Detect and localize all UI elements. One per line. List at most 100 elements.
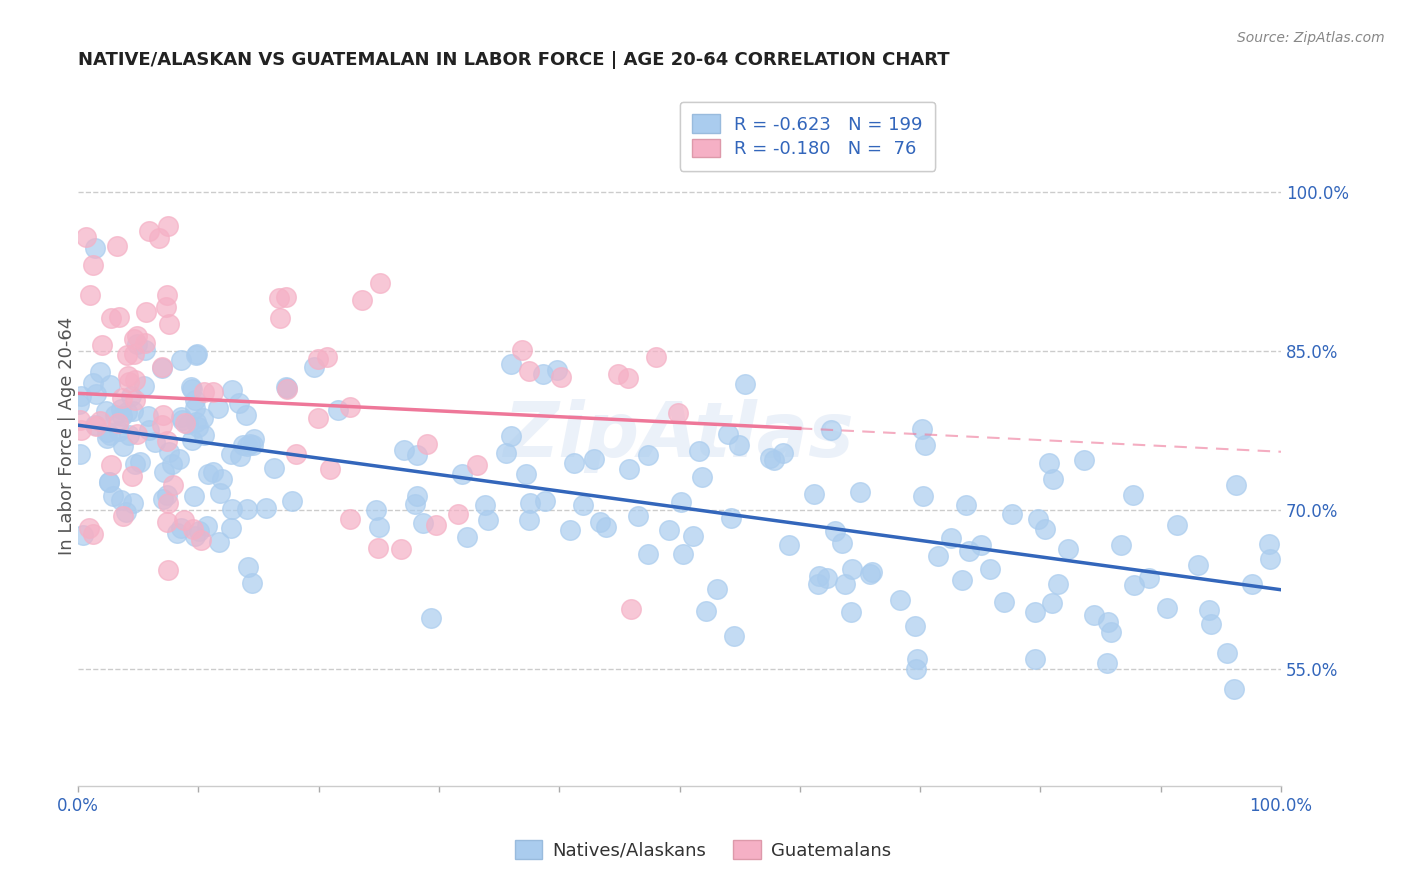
- Point: [77, 521, 100, 535]
- Point: [416, 436, 439, 450]
- Point: [166, 525, 188, 540]
- Point: [1001, 507, 1024, 521]
- Point: [124, 457, 146, 471]
- Point: [125, 426, 148, 441]
- Point: [176, 417, 198, 432]
- Point: [75, 229, 97, 244]
- Point: [134, 379, 156, 393]
- Point: [229, 450, 252, 464]
- Point: [156, 564, 179, 578]
- Point: [82, 526, 104, 541]
- Point: [447, 508, 470, 522]
- Point: [97, 475, 120, 490]
- Point: [911, 422, 934, 436]
- Point: [115, 405, 138, 419]
- Point: [1122, 578, 1144, 592]
- Point: [94, 404, 117, 418]
- Point: [950, 573, 973, 587]
- Point: [152, 409, 174, 423]
- Point: [682, 529, 704, 543]
- Point: [84, 417, 107, 432]
- Point: [98, 378, 121, 392]
- Point: [138, 224, 160, 238]
- Point: [117, 369, 139, 384]
- Point: [477, 513, 499, 527]
- Point: [912, 489, 935, 503]
- Point: [188, 524, 211, 539]
- Point: [232, 438, 254, 452]
- Point: [1024, 606, 1046, 620]
- Point: [91, 338, 114, 352]
- Point: [124, 373, 146, 387]
- Point: [420, 611, 443, 625]
- Point: [495, 446, 517, 460]
- Point: [162, 457, 184, 471]
- Point: [240, 576, 263, 591]
- Point: [778, 538, 800, 552]
- Point: [1187, 558, 1209, 572]
- Point: [695, 604, 717, 618]
- Point: [456, 530, 478, 544]
- Point: [135, 305, 157, 319]
- Point: [162, 477, 184, 491]
- Point: [82, 376, 104, 391]
- Point: [572, 499, 595, 513]
- Point: [637, 448, 659, 462]
- Point: [221, 521, 243, 535]
- Point: [110, 391, 132, 405]
- Point: [156, 288, 179, 302]
- Point: [156, 434, 179, 448]
- Point: [150, 360, 173, 375]
- Point: [367, 541, 389, 555]
- Point: [316, 350, 339, 364]
- Point: [564, 456, 586, 470]
- Point: [195, 518, 218, 533]
- Point: [118, 428, 141, 442]
- Point: [181, 522, 204, 536]
- Point: [125, 337, 148, 351]
- Point: [124, 392, 146, 407]
- Point: [905, 662, 928, 676]
- Point: [186, 347, 208, 361]
- Point: [276, 290, 298, 304]
- Point: [170, 409, 193, 424]
- Point: [607, 367, 630, 381]
- Point: [803, 487, 825, 501]
- Point: [1223, 681, 1246, 696]
- Point: [89, 414, 111, 428]
- Point: [96, 425, 118, 440]
- Point: [269, 311, 291, 326]
- Point: [515, 467, 537, 481]
- Point: [517, 513, 540, 527]
- Point: [180, 379, 202, 393]
- Point: [1215, 646, 1237, 660]
- Point: [276, 381, 298, 395]
- Point: [501, 357, 523, 371]
- Point: [193, 428, 215, 442]
- Point: [173, 513, 195, 527]
- Point: [499, 428, 522, 442]
- Text: ZipAtlas: ZipAtlas: [505, 399, 855, 473]
- Point: [280, 494, 302, 508]
- Point: [583, 451, 606, 466]
- Point: [263, 461, 285, 475]
- Point: [201, 465, 224, 479]
- Point: [285, 446, 308, 460]
- Point: [84, 241, 107, 255]
- Point: [254, 501, 277, 516]
- Point: [550, 370, 572, 384]
- Point: [1097, 615, 1119, 629]
- Point: [108, 310, 131, 324]
- Point: [115, 348, 138, 362]
- Point: [134, 343, 156, 358]
- Point: [326, 403, 349, 417]
- Point: [688, 444, 710, 458]
- Point: [136, 409, 159, 423]
- Point: [100, 310, 122, 325]
- Y-axis label: In Labor Force | Age 20-64: In Labor Force | Age 20-64: [58, 317, 76, 555]
- Point: [184, 401, 207, 415]
- Point: [110, 402, 132, 417]
- Point: [183, 392, 205, 407]
- Point: [79, 287, 101, 301]
- Point: [690, 470, 713, 484]
